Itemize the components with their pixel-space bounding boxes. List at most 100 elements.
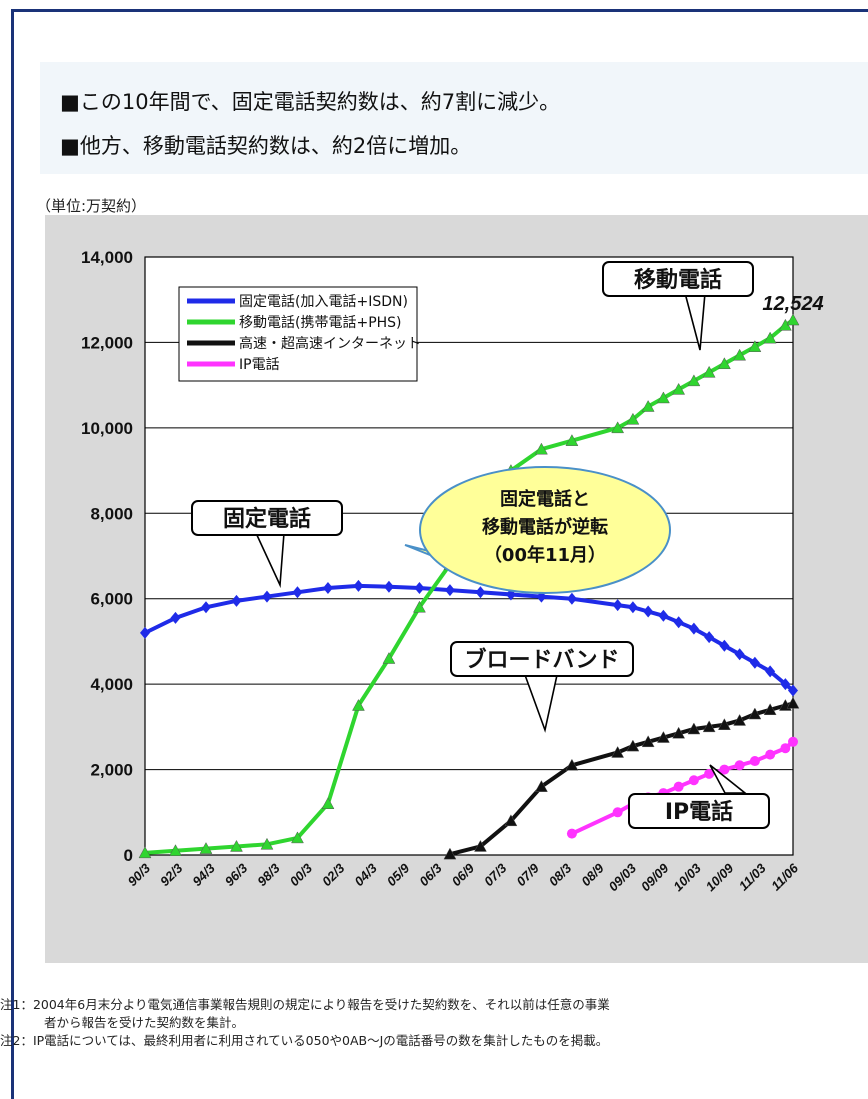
- x-tick-label: 94/3: [189, 860, 218, 889]
- y-tick-label: 2,000: [90, 761, 133, 780]
- data-point: [627, 601, 638, 614]
- y-tick-label: 0: [124, 846, 133, 865]
- crossover-callout-line: 移動電話が逆転: [482, 516, 608, 538]
- x-tick-label: 98/3: [254, 860, 283, 889]
- data-point: [687, 722, 701, 735]
- x-tick-label: 07/9: [513, 860, 542, 889]
- data-point: [673, 616, 684, 629]
- data-point: [444, 584, 455, 597]
- data-point: [199, 842, 213, 854]
- note-1-line-1: 注1：2004年6月末分より電気通信事業報告規則の規定により報告を受けた契約数を…: [0, 997, 610, 1012]
- data-point: [733, 713, 747, 726]
- data-point: [626, 739, 640, 752]
- line-chart: 0 2,000 4,000 6,000 8,000 10,000 14,000 12,000 9…: [81, 248, 824, 894]
- data-point: [765, 665, 776, 678]
- x-tick-group: 07/3: [481, 860, 510, 889]
- data-point: [138, 846, 152, 859]
- x-tick-group: 06/9: [449, 860, 478, 889]
- x-tick-label: 09/03: [606, 860, 640, 894]
- x-tick-label: 92/3: [157, 860, 186, 889]
- data-point: [291, 831, 304, 844]
- data-point: [786, 313, 800, 326]
- x-tick-group: 11/06: [768, 860, 801, 893]
- data-point: [322, 582, 333, 595]
- x-tick-label: 06/9: [449, 860, 478, 889]
- legend-label: 高速・超高速インターネット: [239, 335, 421, 352]
- data-point: [230, 839, 243, 852]
- chart-area: 0 2,000 4,000 6,000 8,000 10,000 14,000 12,000 9…: [45, 215, 868, 963]
- x-tick-label: 05/9: [384, 860, 413, 889]
- data-point: [169, 844, 182, 856]
- x-tick-label: 10/03: [670, 860, 704, 894]
- crossover-callout-line: 固定電話と: [500, 488, 590, 510]
- y-tick-label: 14,000: [81, 248, 133, 267]
- data-point: [611, 421, 625, 434]
- data-point: [788, 684, 798, 697]
- data-point: [260, 837, 274, 850]
- data-point: [788, 736, 798, 747]
- x-tick-group: 07/9: [513, 860, 542, 889]
- x-tick-group: 00/3: [287, 860, 316, 889]
- x-tick-group: 11/03: [736, 860, 769, 893]
- fixed-callout-box: [191, 500, 343, 536]
- data-point: [687, 374, 701, 387]
- data-point: [656, 391, 670, 404]
- data-point: [765, 749, 776, 760]
- x-tick-group: 05/9: [384, 860, 413, 889]
- broadband-callout-label: ブロードバンド: [464, 647, 619, 673]
- x-tick-label: 00/3: [287, 860, 316, 889]
- data-point: [704, 768, 715, 779]
- data-point: [656, 731, 670, 743]
- headline-box: ■この10年間で、固定電話契約数は、約7割に減少。 ■他方、移動電話契約数は、約…: [40, 62, 868, 174]
- crossover-callout: [419, 466, 671, 594]
- data-point: [719, 764, 730, 775]
- data-point: [140, 626, 150, 639]
- x-tick-group: 10/03: [670, 860, 704, 894]
- x-tick-group: 06/3: [416, 860, 445, 889]
- data-point: [688, 622, 699, 635]
- x-tick-label: 96/3: [222, 860, 251, 889]
- x-tick-group: 09/03: [606, 860, 640, 894]
- series-line: [144, 318, 795, 855]
- data-point: [717, 357, 731, 370]
- data-point: [641, 735, 655, 748]
- data-point: [672, 382, 686, 395]
- data-point: [719, 639, 730, 652]
- data-point: [261, 590, 272, 603]
- data-point: [292, 586, 303, 599]
- data-point: [658, 609, 669, 622]
- unit-label: （単位:万契約）: [36, 197, 147, 215]
- y-tick-label: 8,000: [90, 504, 133, 523]
- data-point: [717, 718, 731, 730]
- series-line: [144, 583, 795, 693]
- legend: 固定電話(加入電話+ISDN) 移動電話(携帯電話+PHS) 高速・超高速インターネ…: [178, 286, 421, 382]
- data-point: [505, 588, 516, 601]
- data-point: [353, 579, 364, 592]
- legend-label: 移動電話(携帯電話+PHS): [239, 314, 402, 331]
- data-point: [566, 828, 577, 839]
- x-tick-label: 06/3: [416, 860, 445, 889]
- data-point: [535, 780, 548, 792]
- mobile-callout-label: 移動電話: [634, 267, 722, 293]
- x-tick-group: 02/3: [319, 860, 348, 889]
- y-tick-label: 10,000: [81, 419, 133, 438]
- note-1-line-2: 者から報告を受けた契約数を集計。: [44, 1015, 245, 1030]
- data-point: [321, 797, 335, 809]
- data-point: [231, 594, 242, 607]
- data-point: [475, 586, 486, 599]
- data-point: [702, 365, 716, 378]
- x-tick-label: 07/3: [481, 860, 510, 889]
- x-tick-label: 02/3: [319, 860, 348, 889]
- x-tick-label: 11/06: [768, 860, 801, 893]
- x-tick-label: 08/3: [546, 860, 575, 889]
- data-point: [672, 726, 686, 739]
- x-tick-group: 10/09: [703, 860, 737, 894]
- last-value-label: 12,524: [762, 293, 823, 315]
- data-point: [474, 839, 487, 852]
- data-point: [443, 847, 457, 860]
- data-point: [565, 434, 579, 446]
- data-point: [414, 582, 425, 595]
- data-point: [413, 600, 426, 613]
- x-tick-label: 08/9: [578, 860, 607, 889]
- legend-label: 固定電話(加入電話+ISDN): [239, 293, 408, 310]
